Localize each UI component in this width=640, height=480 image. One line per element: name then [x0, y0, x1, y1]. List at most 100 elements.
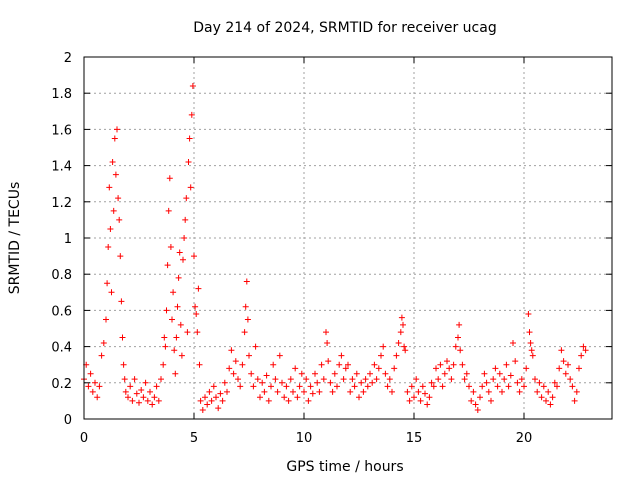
data-point — [263, 372, 270, 379]
data-point — [272, 376, 279, 383]
data-point — [419, 383, 426, 390]
data-point — [367, 370, 373, 377]
data-point — [175, 274, 182, 281]
data-point — [219, 397, 226, 404]
data-point — [187, 184, 194, 191]
data-point — [514, 379, 521, 386]
data-point — [303, 376, 310, 383]
data-point — [127, 383, 134, 390]
data-point — [320, 376, 327, 383]
data-point — [206, 388, 213, 395]
data-point — [580, 343, 587, 350]
data-point — [274, 388, 281, 395]
data-point — [89, 388, 96, 395]
data-point — [417, 397, 424, 404]
data-point — [554, 383, 560, 390]
data-point — [512, 358, 519, 365]
y-tick-label: 1.2 — [51, 196, 72, 211]
data-point — [505, 383, 512, 390]
data-point — [294, 394, 301, 401]
data-point — [331, 370, 338, 377]
data-point — [477, 394, 483, 401]
data-point — [523, 365, 530, 372]
data-point — [217, 390, 224, 397]
data-point — [430, 383, 437, 390]
data-point — [400, 321, 406, 328]
data-point — [516, 388, 523, 395]
x-tick-label: 15 — [406, 431, 423, 446]
data-point — [149, 401, 156, 408]
data-point — [268, 383, 274, 390]
data-point — [463, 370, 470, 377]
data-point — [528, 347, 535, 354]
data-point — [391, 365, 398, 372]
data-point — [401, 343, 408, 350]
data-point — [538, 394, 545, 401]
data-point — [242, 303, 249, 310]
data-point — [221, 379, 228, 386]
data-point — [549, 394, 556, 401]
data-point — [312, 370, 318, 377]
data-point — [296, 383, 303, 390]
data-point — [364, 383, 371, 390]
data-point — [461, 376, 468, 383]
data-point — [265, 397, 272, 404]
data-point — [373, 376, 380, 383]
data-point — [250, 383, 257, 390]
data-point — [259, 379, 266, 386]
x-tick-label: 20 — [516, 431, 533, 446]
data-point — [466, 383, 472, 390]
data-point — [199, 406, 206, 413]
data-point — [415, 388, 422, 395]
data-point — [140, 394, 147, 401]
data-point — [213, 394, 219, 401]
data-point — [556, 365, 563, 372]
data-point — [499, 388, 505, 395]
y-tick-label: 0.2 — [51, 377, 72, 392]
data-point — [422, 390, 428, 397]
data-point — [510, 339, 516, 346]
data-point — [129, 397, 136, 404]
data-point — [121, 376, 128, 383]
data-point — [189, 82, 196, 89]
data-point — [307, 383, 314, 390]
data-point — [474, 406, 481, 413]
data-point — [177, 321, 184, 328]
data-point — [456, 321, 463, 328]
data-point — [106, 184, 113, 191]
data-point — [501, 376, 508, 383]
data-point — [181, 235, 188, 241]
y-tick-label: 0.6 — [51, 304, 72, 319]
data-point — [492, 365, 499, 372]
data-point — [165, 207, 172, 214]
data-point — [191, 253, 197, 260]
data-point — [178, 352, 185, 359]
data-point — [444, 358, 450, 365]
data-point — [237, 383, 244, 390]
data-point — [338, 352, 345, 359]
data-point — [558, 347, 565, 354]
data-point — [526, 329, 533, 336]
data-point — [144, 397, 151, 404]
data-point — [309, 390, 316, 397]
data-point — [382, 370, 389, 377]
data-point — [197, 397, 204, 404]
data-point — [496, 370, 503, 377]
y-tick-label: 0.4 — [51, 341, 72, 356]
data-point — [166, 175, 173, 182]
data-point — [540, 383, 547, 390]
data-point — [287, 376, 294, 383]
data-point — [290, 388, 296, 395]
data-point — [470, 388, 477, 395]
data-point — [324, 339, 331, 346]
data-point — [424, 401, 431, 408]
data-point — [138, 387, 145, 394]
data-point — [172, 370, 179, 377]
data-point — [301, 388, 307, 395]
data-point — [244, 316, 251, 323]
data-point — [345, 361, 351, 368]
data-point — [485, 388, 492, 395]
data-point — [494, 383, 501, 390]
data-point — [243, 278, 250, 285]
data-point — [155, 397, 162, 404]
